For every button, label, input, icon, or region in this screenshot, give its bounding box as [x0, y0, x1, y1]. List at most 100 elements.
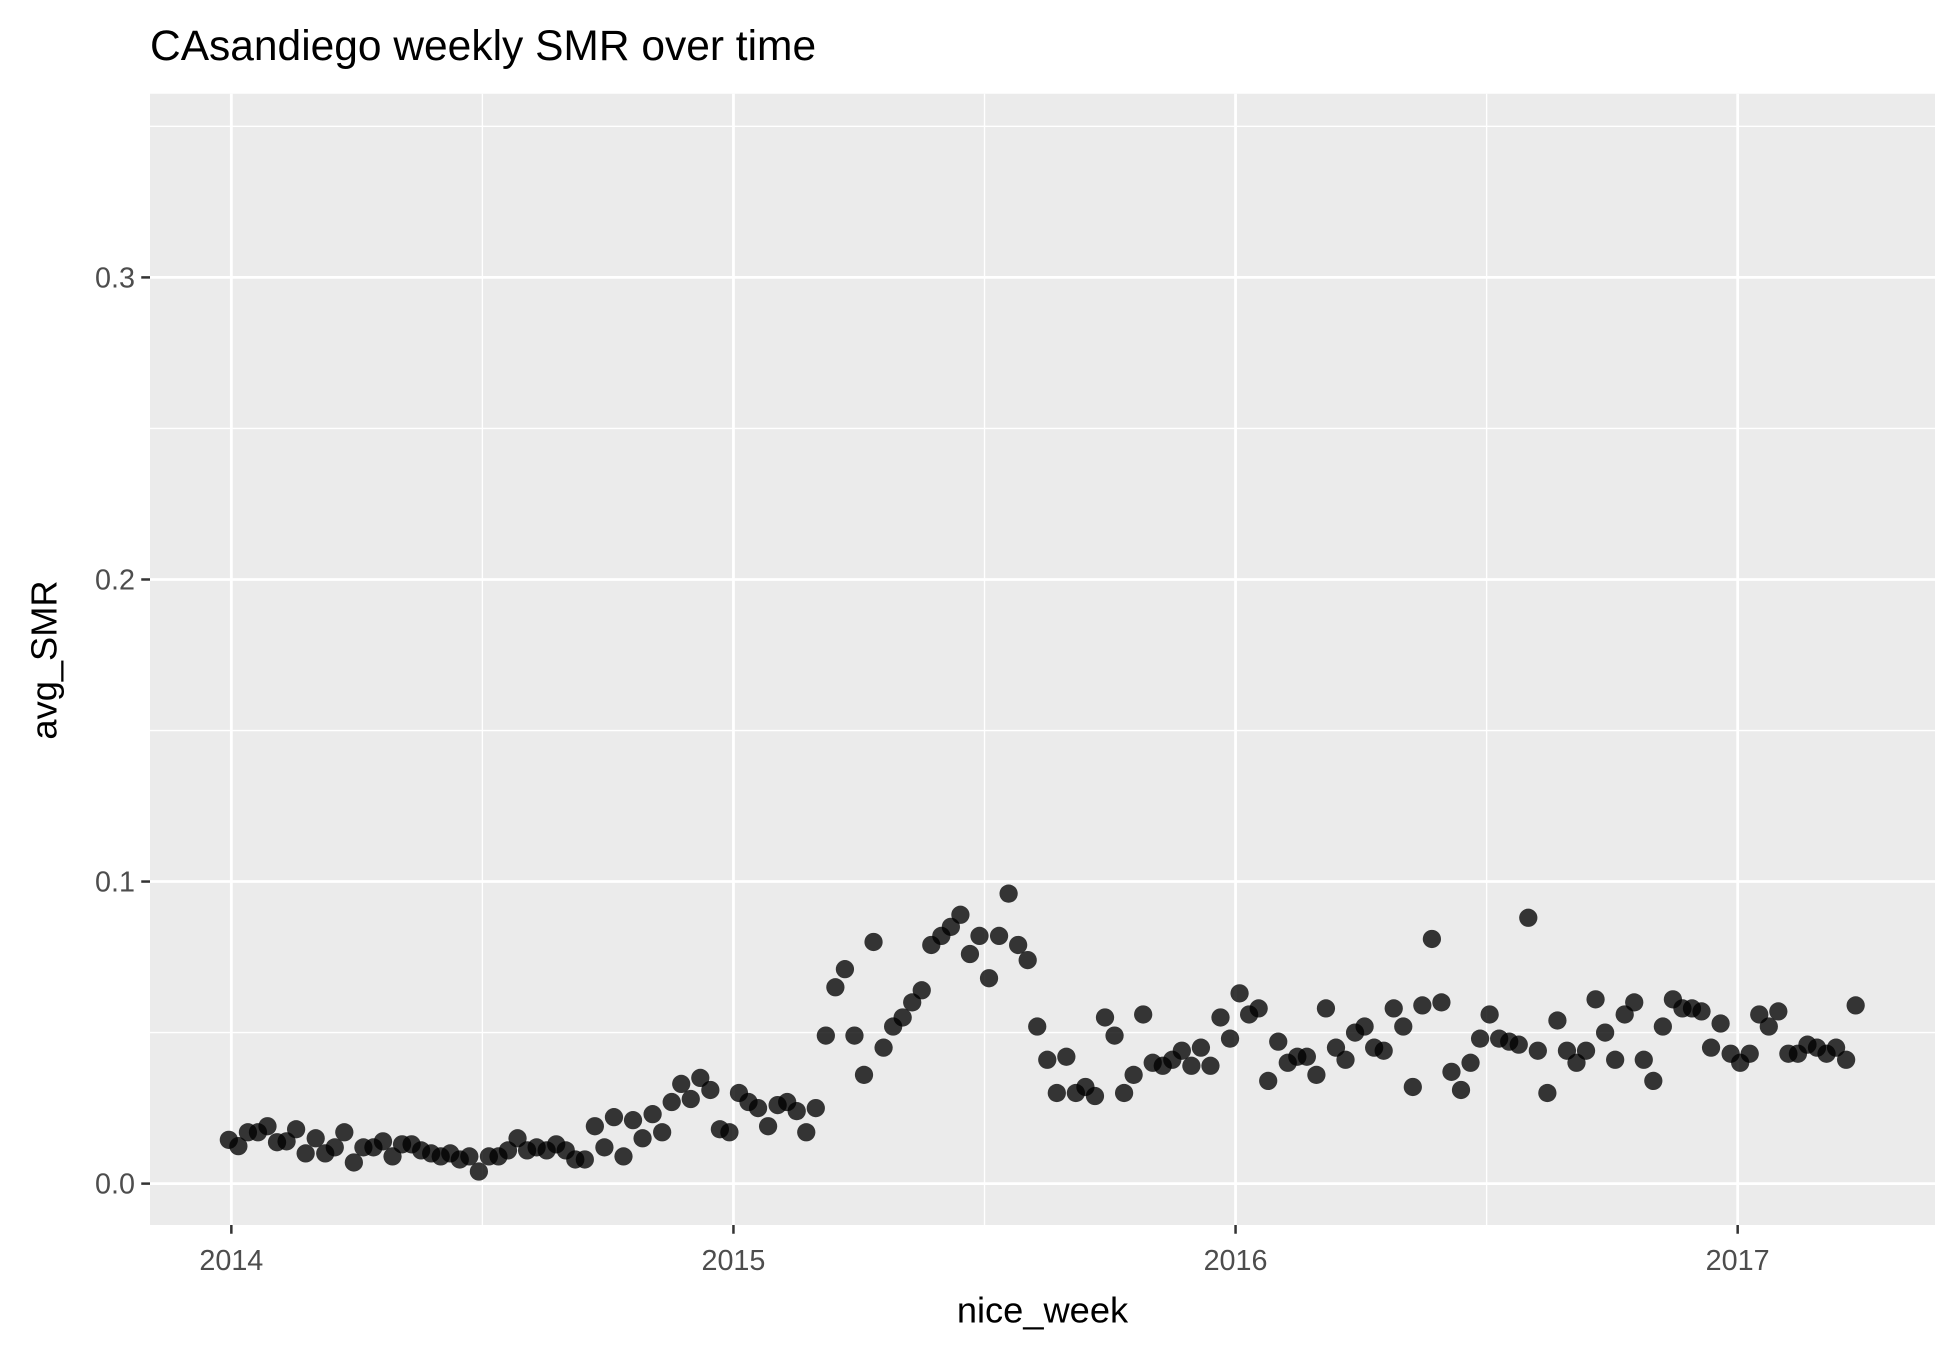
point: [1269, 1032, 1288, 1051]
point: [854, 1065, 874, 1084]
y-tick-label: 0.3: [95, 262, 135, 294]
point: [633, 1129, 652, 1148]
point: [1451, 1080, 1471, 1100]
point: [720, 1123, 739, 1142]
point: [1297, 1047, 1316, 1066]
point: [306, 1129, 325, 1148]
point: [701, 1080, 720, 1100]
point: [1028, 1017, 1047, 1036]
point: [1740, 1044, 1759, 1063]
point: [1422, 929, 1442, 949]
point: [1480, 1005, 1499, 1024]
point: [1355, 1017, 1374, 1036]
point: [1105, 1026, 1124, 1045]
point: [1394, 1017, 1413, 1036]
point: [1085, 1086, 1105, 1106]
point: [1634, 1050, 1653, 1069]
point: [835, 960, 855, 979]
point: [979, 969, 999, 988]
point: [845, 1026, 864, 1045]
point: [989, 926, 1009, 946]
point: [1259, 1071, 1278, 1091]
point: [1826, 1038, 1846, 1057]
x-tick-label: 2015: [701, 1245, 765, 1277]
y-tick-label: 0.1: [95, 867, 135, 899]
point: [653, 1123, 672, 1142]
point: [970, 926, 989, 946]
point: [1009, 935, 1028, 955]
grid: [150, 93, 1935, 1226]
point: [1595, 1023, 1615, 1042]
point: [460, 1147, 479, 1166]
point: [1653, 1017, 1672, 1036]
point: [585, 1117, 604, 1136]
point: [951, 905, 970, 924]
point: [1336, 1050, 1355, 1069]
point: [1134, 1005, 1153, 1024]
point: [681, 1089, 700, 1109]
point: [1586, 990, 1605, 1009]
point: [1538, 1083, 1557, 1103]
point: [1057, 1047, 1076, 1066]
point: [373, 1132, 393, 1151]
point: [1413, 996, 1432, 1015]
point: [1625, 993, 1644, 1012]
point: [1528, 1041, 1547, 1060]
point: [662, 1092, 681, 1112]
point: [672, 1074, 691, 1094]
point: [1230, 984, 1249, 1003]
point: [1220, 1029, 1240, 1048]
point: [643, 1105, 662, 1124]
point: [623, 1111, 643, 1130]
point: [1374, 1041, 1393, 1060]
point: [1837, 1050, 1856, 1069]
point: [1038, 1050, 1057, 1069]
x-axis-label: nice_week: [957, 1290, 1129, 1331]
panel: [150, 93, 1935, 1226]
point: [296, 1144, 315, 1163]
point: [874, 1038, 893, 1057]
point: [575, 1150, 594, 1169]
point: [1432, 993, 1451, 1012]
x-tick-label: 2014: [199, 1245, 263, 1277]
point: [1047, 1083, 1066, 1103]
point: [960, 944, 980, 964]
x-tick-label: 2017: [1706, 1245, 1770, 1277]
point: [1191, 1038, 1211, 1057]
point: [1846, 996, 1865, 1015]
point: [1644, 1071, 1663, 1091]
point: [469, 1162, 489, 1181]
point: [325, 1138, 344, 1157]
axes: 0.0 0.1 0.2 0.3 2014 2015 2016 2017: [95, 262, 1770, 1277]
point: [1307, 1065, 1326, 1084]
point: [1182, 1056, 1201, 1075]
point: [1701, 1038, 1721, 1057]
points: [219, 884, 1865, 1181]
point: [258, 1117, 277, 1136]
point: [604, 1108, 624, 1127]
point: [1114, 1083, 1134, 1103]
point: [806, 1098, 825, 1118]
point: [999, 884, 1018, 903]
point: [816, 1026, 835, 1045]
y-tick-label: 0.0: [95, 1169, 135, 1201]
point: [1018, 950, 1037, 970]
point: [826, 978, 845, 997]
point: [787, 1101, 806, 1121]
point: [595, 1138, 614, 1157]
y-axis-label: avg_SMR: [23, 580, 64, 739]
point: [1316, 999, 1336, 1018]
point: [1442, 1062, 1461, 1081]
point: [1711, 1014, 1730, 1033]
point: [1692, 1002, 1711, 1021]
point: [758, 1117, 778, 1136]
point: [614, 1147, 633, 1166]
point: [864, 932, 883, 952]
point: [1576, 1041, 1596, 1060]
point: [797, 1123, 816, 1142]
point: [1095, 1008, 1115, 1027]
y-tick-label: 0.2: [95, 564, 135, 596]
point: [1403, 1077, 1422, 1097]
